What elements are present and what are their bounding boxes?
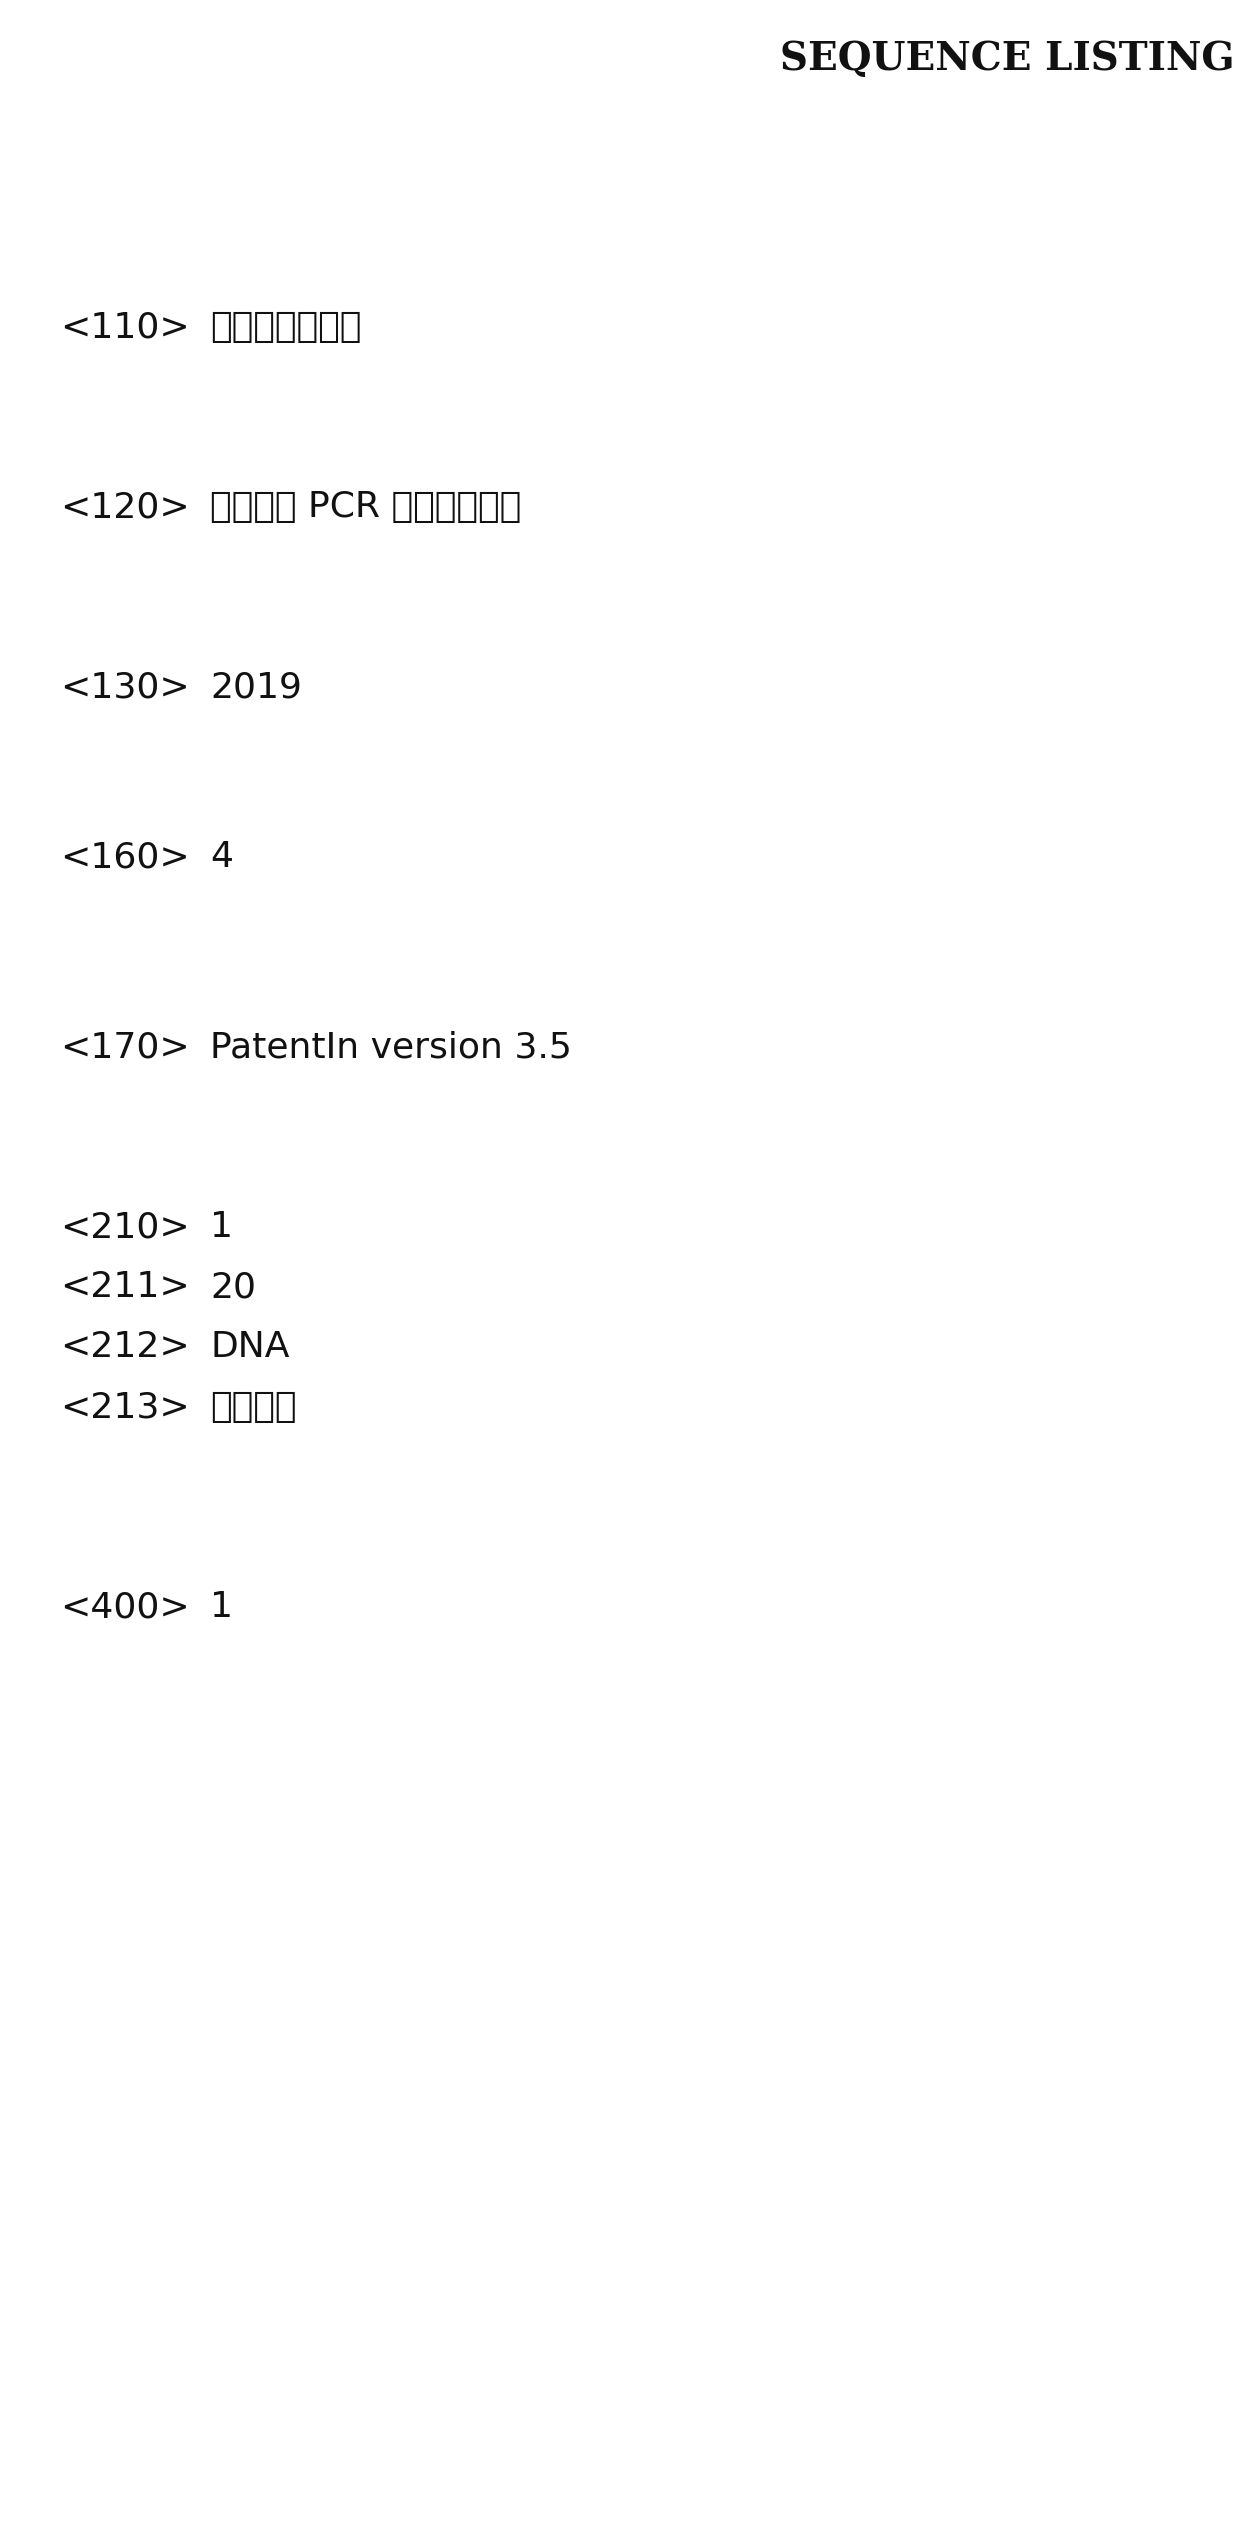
Text: 1: 1: [210, 1210, 233, 1243]
Text: SEQUENCE LISTING: SEQUENCE LISTING: [780, 41, 1235, 79]
Text: 20: 20: [210, 1269, 255, 1305]
Text: <210>: <210>: [60, 1210, 190, 1243]
Text: <130>: <130>: [60, 670, 190, 703]
Text: 1: 1: [210, 1590, 233, 1623]
Text: <212>: <212>: [60, 1330, 190, 1363]
Text: 一种提高 PCR 扩增效率方法: 一种提高 PCR 扩增效率方法: [210, 489, 521, 525]
Text: <120>: <120>: [60, 489, 190, 525]
Text: 人工合成: 人工合成: [210, 1391, 296, 1424]
Text: PatentIn version 3.5: PatentIn version 3.5: [210, 1029, 572, 1065]
Text: <170>: <170>: [60, 1029, 190, 1065]
Text: 深圳市人民医院: 深圳市人民医院: [210, 311, 361, 344]
Text: <211>: <211>: [60, 1269, 190, 1305]
Text: DNA: DNA: [210, 1330, 289, 1363]
Text: <213>: <213>: [60, 1391, 190, 1424]
Text: 2019: 2019: [210, 670, 301, 703]
Text: <400>: <400>: [60, 1590, 190, 1623]
Text: <160>: <160>: [60, 841, 190, 874]
Text: 4: 4: [210, 841, 233, 874]
Text: <110>: <110>: [60, 311, 190, 344]
